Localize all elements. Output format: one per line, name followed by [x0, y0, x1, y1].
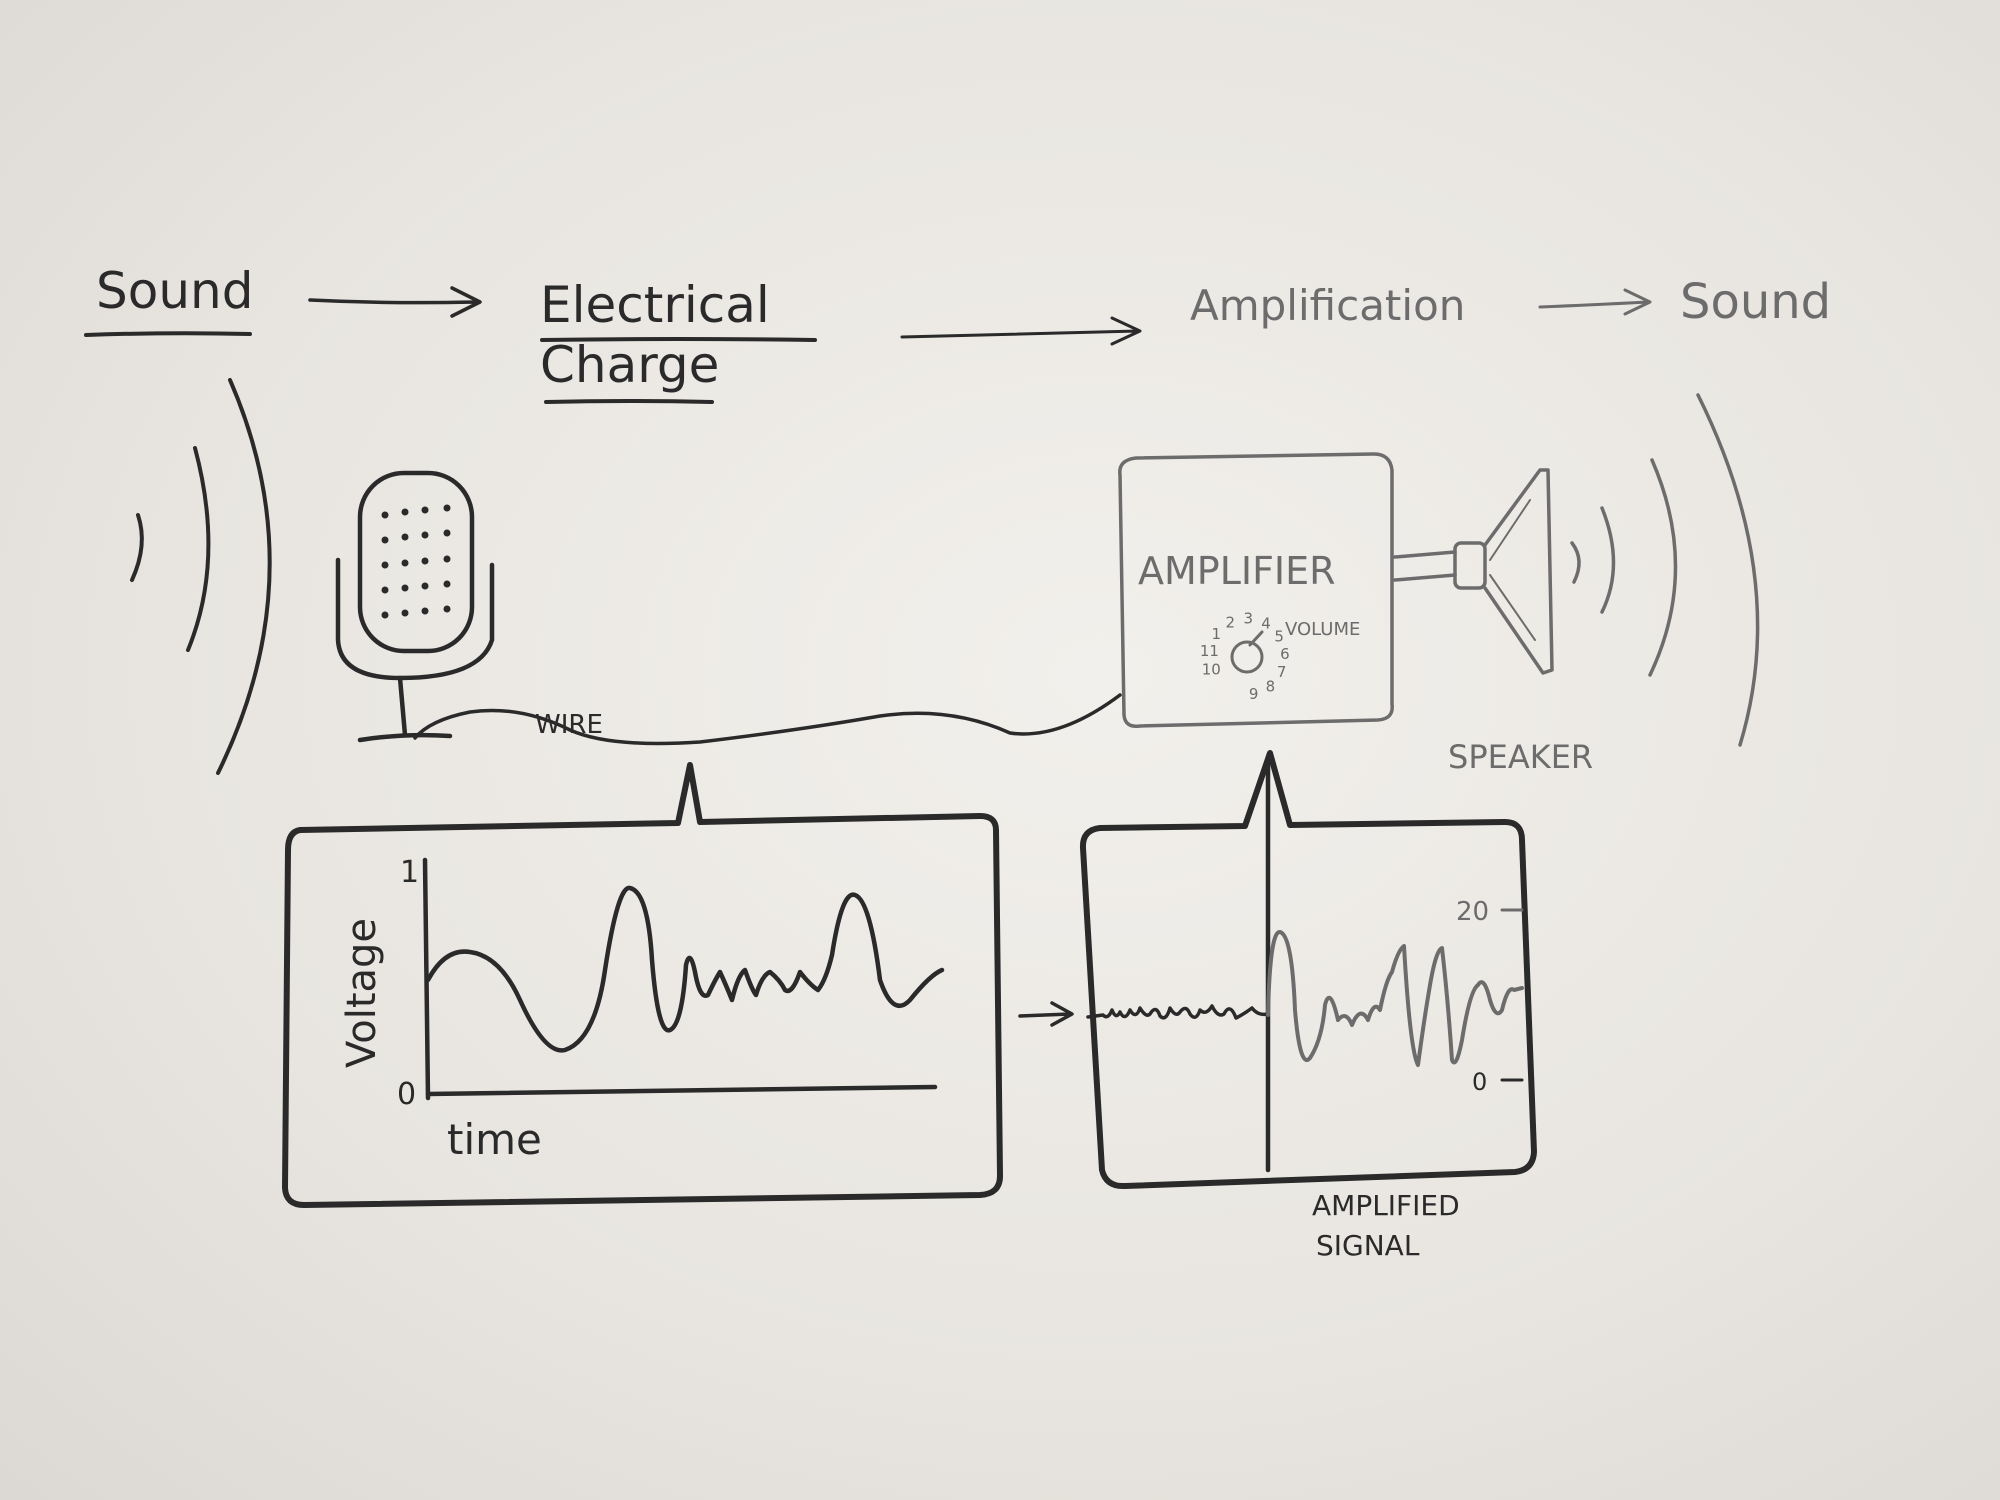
input-plot-ytick-bottom: 0: [397, 1077, 416, 1112]
volume-dial-mark: 1: [1212, 625, 1222, 643]
volume-label: VOLUME: [1285, 619, 1360, 640]
plot-transfer-arrow: [1018, 1001, 1074, 1027]
speaker-label: SPEAKER: [1448, 738, 1593, 776]
wire-label: WIRE: [535, 710, 603, 740]
microphone-icon: [335, 470, 495, 743]
output-plot-ytick-bottom: 0: [1472, 1068, 1487, 1096]
amplifier-label: AMPLIFIER: [1138, 549, 1336, 593]
flow-step-charge-underline: [544, 399, 714, 404]
flow-step-sound-label: Sound: [96, 262, 253, 320]
sound-waves-in-icon: [130, 378, 272, 775]
flow-step-amplification-label: Amplification: [1190, 281, 1465, 330]
flow-step-sound-underline: [84, 331, 252, 337]
volume-dial-mark: 11: [1200, 642, 1219, 660]
volume-knob-icon: [1230, 630, 1264, 674]
wire-line: [413, 693, 1122, 746]
input-plot-signal-line: [425, 885, 945, 1053]
speaker-icon: [1453, 468, 1554, 675]
amplifier-box: [1118, 452, 1394, 729]
input-plot-x-axis: [425, 1084, 938, 1097]
flow-step-sound-out-label: Sound: [1680, 274, 1831, 330]
volume-dial-mark: 7: [1277, 663, 1287, 681]
volume-dial-mark: 9: [1249, 685, 1259, 703]
volume-dial-mark: 6: [1280, 645, 1290, 663]
flow-step-electrical-underline: [540, 337, 817, 342]
flow-step-electrical-label: Electrical: [540, 276, 770, 334]
output-plot-quiet-signal: [1086, 1004, 1270, 1020]
volume-dial-mark: 8: [1266, 677, 1276, 695]
output-plot-frame: [1079, 750, 1537, 1190]
amplified-signal-label-line2: SIGNAL: [1316, 1229, 1420, 1262]
flow-step-charge-label: Charge: [540, 336, 719, 394]
flow-arrow-2: [900, 316, 1142, 346]
volume-dial-mark: 3: [1244, 610, 1254, 628]
sound-waves-out-icon: [1570, 393, 1760, 747]
flow-arrow-3: [1538, 288, 1652, 316]
input-plot-frame: [282, 762, 1003, 1208]
flow-arrow-1: [308, 286, 482, 318]
microphone-grille-dots: [381, 504, 451, 619]
output-plot-ytick-top: 20: [1456, 897, 1489, 927]
volume-dial-mark: 4: [1261, 615, 1271, 633]
input-plot-ylabel: Voltage: [339, 918, 385, 1068]
volume-dial-mark: 5: [1274, 627, 1284, 645]
input-plot-xlabel: time: [447, 1115, 542, 1164]
output-plot-amplified-signal: [1266, 930, 1524, 1067]
amplified-signal-label-line1: AMPLIFIED: [1312, 1189, 1460, 1222]
volume-dial-mark: 10: [1202, 661, 1221, 679]
input-plot-ytick-top: 1: [400, 855, 419, 890]
volume-dial-mark: 2: [1226, 613, 1236, 631]
amp-speaker-connector: [1393, 550, 1457, 582]
